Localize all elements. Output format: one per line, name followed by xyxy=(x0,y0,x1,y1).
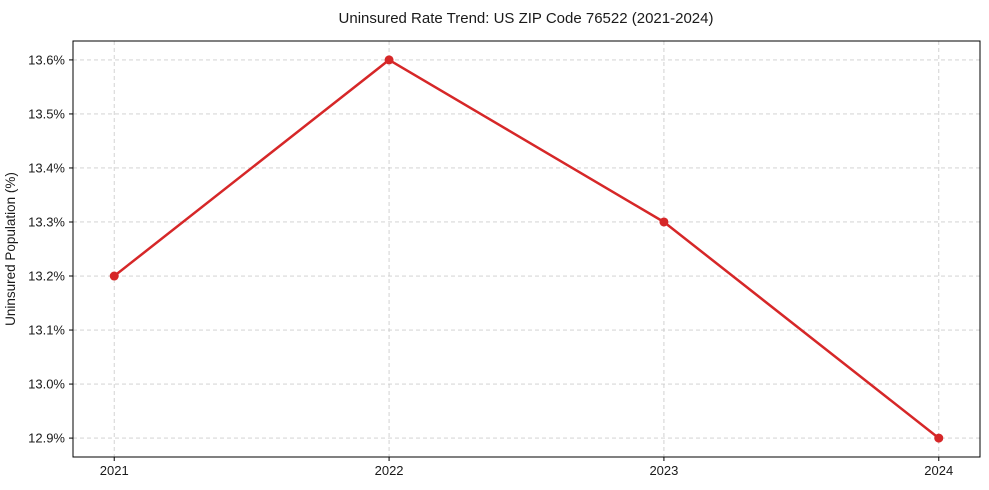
y-tick-label: 13.3% xyxy=(28,214,65,229)
x-tick-label: 2022 xyxy=(375,463,404,478)
data-point xyxy=(109,271,119,281)
plot-border xyxy=(72,40,981,458)
data-point xyxy=(384,55,394,65)
data-point xyxy=(659,217,669,227)
plot-area: 12.9% 13.0% 13.1% 13.2% 13.3% 13.4% 13.5% 13.6%… xyxy=(28,40,981,478)
x-tick-label: 2024 xyxy=(924,463,953,478)
y-tick-label: 12.9% xyxy=(28,431,65,446)
y-tick-label: 13.4% xyxy=(28,160,65,175)
chart-title: Uninsured Rate Trend: US ZIP Code 76522 … xyxy=(339,10,714,27)
trend-line xyxy=(112,58,941,440)
data-point xyxy=(934,433,944,443)
x-tick-label: 2023 xyxy=(649,463,678,478)
x-tick-label: 2021 xyxy=(100,463,129,478)
y-tick-label: 13.1% xyxy=(28,323,65,338)
y-tick-label: 13.0% xyxy=(28,377,65,392)
y-tick-label: 13.2% xyxy=(28,269,65,284)
y-tick-label: 13.5% xyxy=(28,106,65,121)
y-axis-label: Uninsured Population (%) xyxy=(3,172,18,326)
y-tick-label: 13.6% xyxy=(28,52,65,67)
